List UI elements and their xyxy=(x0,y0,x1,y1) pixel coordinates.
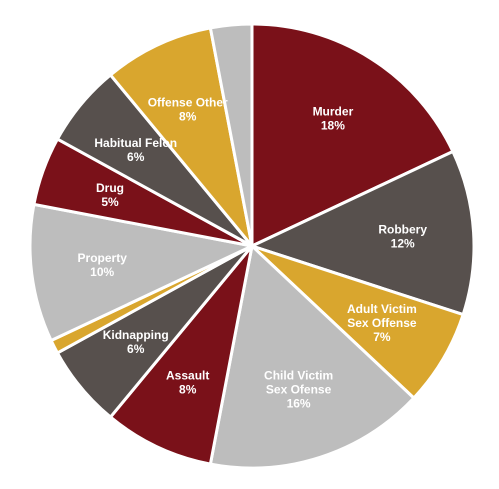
slice-label: Kidnapping 6% xyxy=(103,328,169,356)
slice-label-line: Assault xyxy=(166,369,209,383)
slice-label: Habitual Felon 6% xyxy=(94,136,177,164)
slice-label-line: 5% xyxy=(101,195,119,209)
slice-label: Robbery 12% xyxy=(378,223,427,251)
pie-slice xyxy=(208,244,416,470)
pie-slice xyxy=(28,202,254,343)
slice-label: Drug 5% xyxy=(96,181,124,209)
slice-label-line: Sex Ofense xyxy=(266,383,332,397)
slice-label-line: 6% xyxy=(127,342,145,356)
slice-label-line: Child Victim xyxy=(264,369,333,383)
slice-label-line: Habitual Felon xyxy=(94,136,177,150)
pie-labels: Murder 18% Robbery 12% Adult Victim Sex Offen… xyxy=(78,95,428,410)
slice-label-line: Murder xyxy=(313,105,354,119)
slice-label-line: Adult Victim xyxy=(347,302,417,316)
slice-label-line: 6% xyxy=(127,150,145,164)
slice-label-line: 7% xyxy=(373,330,391,344)
slice-label-line: 18% xyxy=(321,119,345,133)
slice-label: Child Victim Sex Ofense 16% xyxy=(264,369,333,411)
slice-label: Adult Victim Sex Offense 7% xyxy=(347,302,417,344)
slice-label-line: 8% xyxy=(179,383,197,397)
slice-label-line: Offense Other xyxy=(148,95,228,109)
pie-slice xyxy=(250,149,476,317)
pie-slice xyxy=(108,26,254,248)
pie-slice xyxy=(208,22,254,248)
slice-label: Assault 8% xyxy=(166,369,209,397)
slice-label: Murder 18% xyxy=(313,105,354,133)
slice-label-line: Drug xyxy=(96,181,124,195)
slice-label-line: 16% xyxy=(287,397,311,411)
slice-label: Property 10% xyxy=(78,251,128,279)
pie-slice xyxy=(108,244,254,466)
slice-label-line: Sex Offense xyxy=(347,316,417,330)
slice-label-line: 8% xyxy=(179,109,197,123)
slice-label-line: Kidnapping xyxy=(103,328,169,342)
slice-label-line: 10% xyxy=(90,265,114,279)
slice-label-line: Robbery xyxy=(378,223,427,237)
slice-label: Offense Other 8% xyxy=(148,95,228,123)
pie-slices xyxy=(28,22,476,470)
pie-slice xyxy=(250,22,455,248)
slice-label-line: Property xyxy=(78,251,128,265)
slice-label-line: 12% xyxy=(391,237,415,251)
